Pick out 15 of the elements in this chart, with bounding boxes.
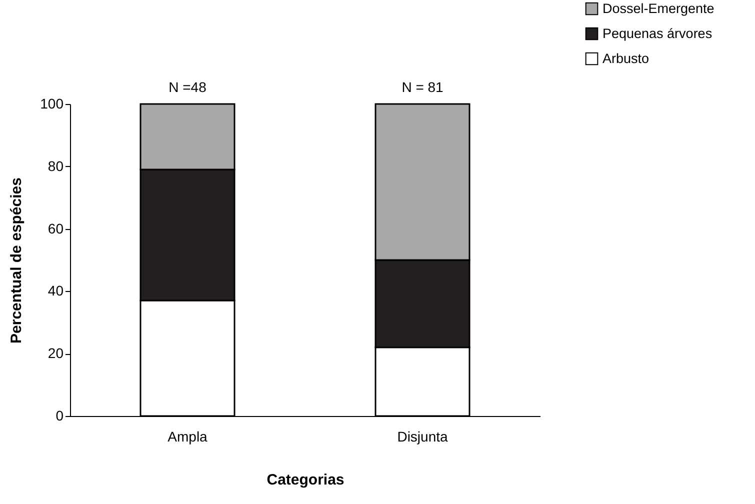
- y-tick-label: 60: [48, 220, 64, 236]
- y-tick-label: 80: [48, 158, 64, 174]
- legend-label: Dossel-Emergente: [602, 0, 714, 16]
- legend-label: Arbusto: [602, 50, 650, 66]
- y-axis-title: Percentual de espécies: [8, 178, 26, 344]
- annotation: N =48: [168, 79, 207, 95]
- y-tick-label: 20: [48, 345, 64, 362]
- y-tick-label: 100: [40, 96, 64, 112]
- y-tick-label: 40: [48, 282, 64, 299]
- x-tick-label: Disjunta: [397, 428, 448, 444]
- legend-label: Pequenas árvores: [602, 26, 712, 41]
- y-tick-label: 0: [56, 408, 64, 424]
- annotation: N = 81: [402, 79, 444, 95]
- x-axis-title: Categorias: [266, 472, 344, 488]
- x-tick-label: Ampla: [168, 428, 208, 444]
